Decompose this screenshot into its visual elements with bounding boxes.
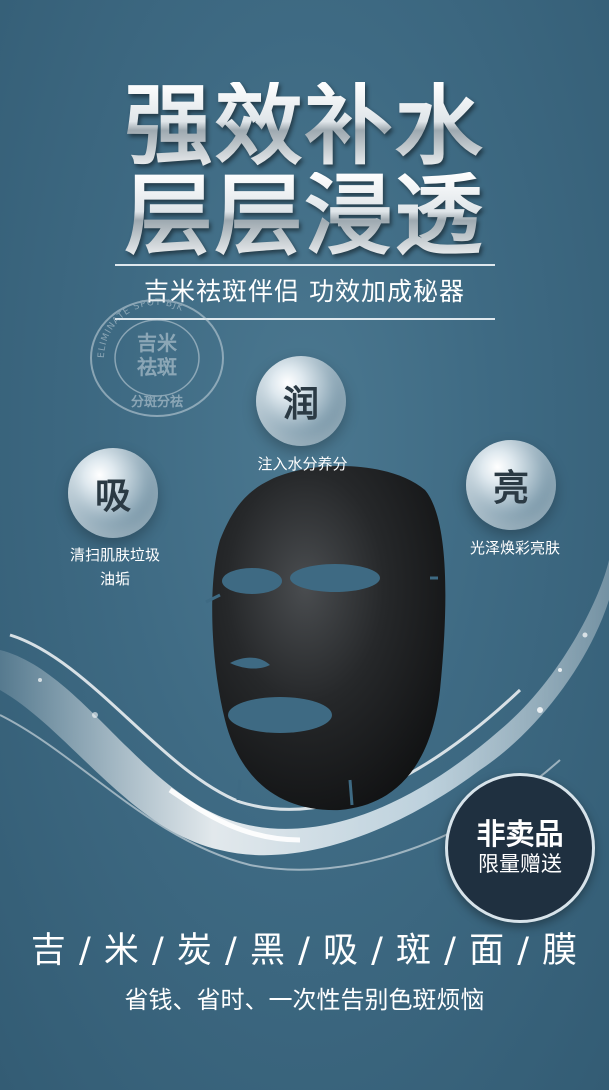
stamp-center-line-2: 祛斑 bbox=[137, 355, 177, 379]
benefit-bubble-brighten: 亮 bbox=[466, 440, 556, 530]
headline-line-2: 层层浸透 bbox=[0, 172, 609, 260]
benefit-label-absorb-line-2: 油垢 bbox=[40, 567, 190, 591]
stamp-center-line-1: 吉米 bbox=[137, 331, 178, 355]
tagline: 省钱、省时、一次性告别色斑烦恼 bbox=[0, 980, 609, 1015]
benefit-label-absorb: 清扫肌肤垃圾 油垢 bbox=[40, 543, 190, 591]
stamp-bottom-text: 分斑分祛 bbox=[131, 394, 183, 410]
product-name: 吉 / 米 / 炭 / 黑 / 吸 / 斑 / 面 / 膜 bbox=[0, 922, 609, 973]
badge-title: 非卖品 bbox=[476, 818, 563, 851]
benefit-bubble-absorb: 吸 bbox=[68, 448, 158, 538]
benefit-char-brighten: 亮 bbox=[493, 459, 529, 511]
subtitle-top-rule bbox=[115, 264, 495, 266]
benefit-bubble-moisturize: 润 bbox=[256, 356, 346, 446]
benefit-label-moisturize: 注入水分养分 bbox=[220, 452, 385, 476]
benefit-char-moisturize: 润 bbox=[283, 375, 319, 427]
headline-line-1: 强效补水 bbox=[0, 82, 609, 170]
benefit-label-absorb-line-1: 清扫肌肤垃圾 bbox=[40, 543, 190, 567]
black-face-mask-icon bbox=[200, 460, 460, 820]
watermark-stamp-icon: ELIMINATE SPOT·BJK 吉米 祛斑 分斑分祛 bbox=[84, 294, 230, 422]
benefit-char-absorb: 吸 bbox=[95, 467, 131, 519]
benefit-label-brighten: 光泽焕彩亮肤 bbox=[440, 536, 590, 560]
badge-subtitle: 限量赠送 bbox=[478, 851, 562, 878]
not-for-sale-badge: 非卖品 限量赠送 bbox=[445, 773, 595, 923]
